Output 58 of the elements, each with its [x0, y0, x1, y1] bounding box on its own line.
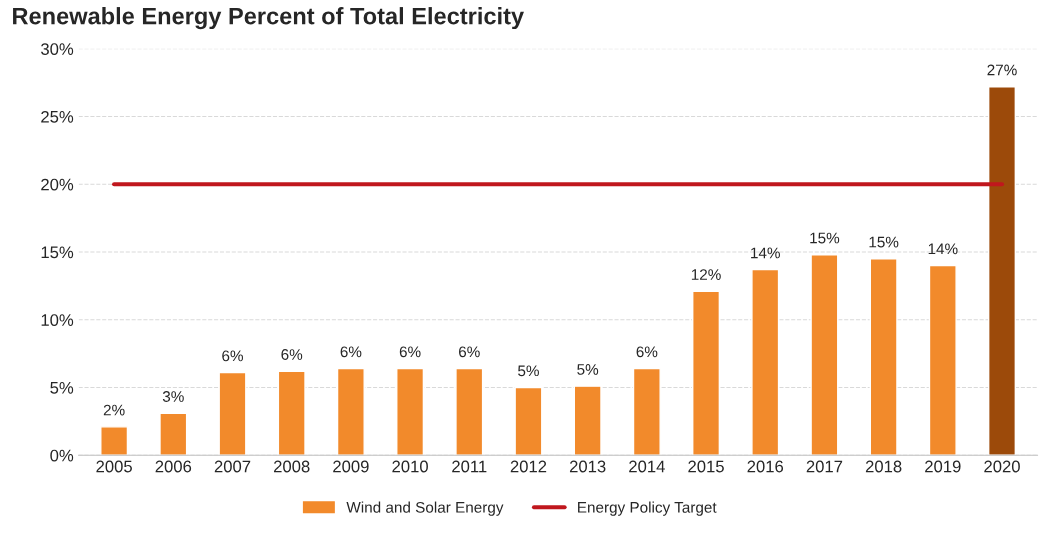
- data-label: 14%: [928, 243, 958, 255]
- y-tick-label: 30%: [41, 43, 74, 55]
- data-label: 12%: [691, 269, 721, 280]
- x-tick-label: 2014: [629, 460, 665, 473]
- y-tick-label: 20%: [41, 178, 74, 191]
- x-tick-label: 2020: [984, 460, 1020, 473]
- y-tick-label: 25%: [41, 110, 74, 123]
- data-label: 2%: [103, 404, 125, 416]
- bar: [632, 367, 661, 456]
- bar: [869, 258, 898, 456]
- y-tick-label: 5%: [50, 382, 74, 394]
- data-label: 27%: [987, 64, 1017, 76]
- y-tick-label: 15%: [41, 246, 74, 259]
- data-label: 5%: [518, 365, 539, 377]
- x-tick-label: 2013: [569, 460, 606, 473]
- bar: [810, 254, 839, 456]
- x-tick-label: 2010: [392, 460, 428, 473]
- y-tick-label: 0%: [50, 449, 74, 462]
- bar: [396, 367, 425, 456]
- chart-title: Renewable Energy Percent of Total Electricity: [13, 7, 524, 30]
- x-tick-label: 2016: [747, 460, 784, 473]
- legend-label: Energy Policy Target: [578, 501, 717, 516]
- data-label: 6%: [222, 350, 243, 362]
- x-tick-label: 2006: [155, 460, 192, 473]
- bar: [218, 371, 247, 456]
- data-label: 14%: [751, 247, 780, 259]
- x-tick-label: 2017: [806, 460, 843, 473]
- x-tick-label: 2018: [865, 460, 902, 473]
- data-label: 6%: [399, 346, 421, 358]
- data-label: 5%: [577, 364, 599, 375]
- x-tick-label: 2012: [510, 460, 547, 473]
- x-tick-label: 2005: [96, 460, 132, 473]
- y-tick-label: 10%: [41, 314, 74, 326]
- x-tick-label: 2019: [925, 460, 961, 473]
- bar: [692, 290, 721, 456]
- bar: [336, 367, 365, 456]
- data-label: 6%: [636, 346, 658, 358]
- bar: [751, 268, 780, 456]
- bar: [928, 264, 957, 456]
- data-label: 3%: [162, 391, 184, 402]
- bar: [277, 370, 306, 456]
- x-tick-label: 2015: [688, 460, 724, 473]
- data-label: 6%: [281, 349, 303, 360]
- bar: [455, 367, 484, 456]
- bar: [159, 412, 188, 456]
- x-tick-label: 2011: [452, 460, 487, 473]
- x-tick-label: 2008: [274, 460, 310, 473]
- x-tick-label: 2007: [214, 460, 251, 473]
- bar: [100, 426, 129, 456]
- data-label: 15%: [810, 232, 840, 244]
- data-label: 15%: [869, 236, 899, 248]
- x-tick-label: 2009: [333, 460, 369, 473]
- legend-label: Wind and Solar Energy: [346, 501, 504, 516]
- bar: [573, 385, 602, 456]
- bar: [514, 386, 543, 456]
- data-label: 6%: [459, 346, 480, 358]
- data-label: 6%: [340, 346, 362, 358]
- bar: [987, 86, 1017, 456]
